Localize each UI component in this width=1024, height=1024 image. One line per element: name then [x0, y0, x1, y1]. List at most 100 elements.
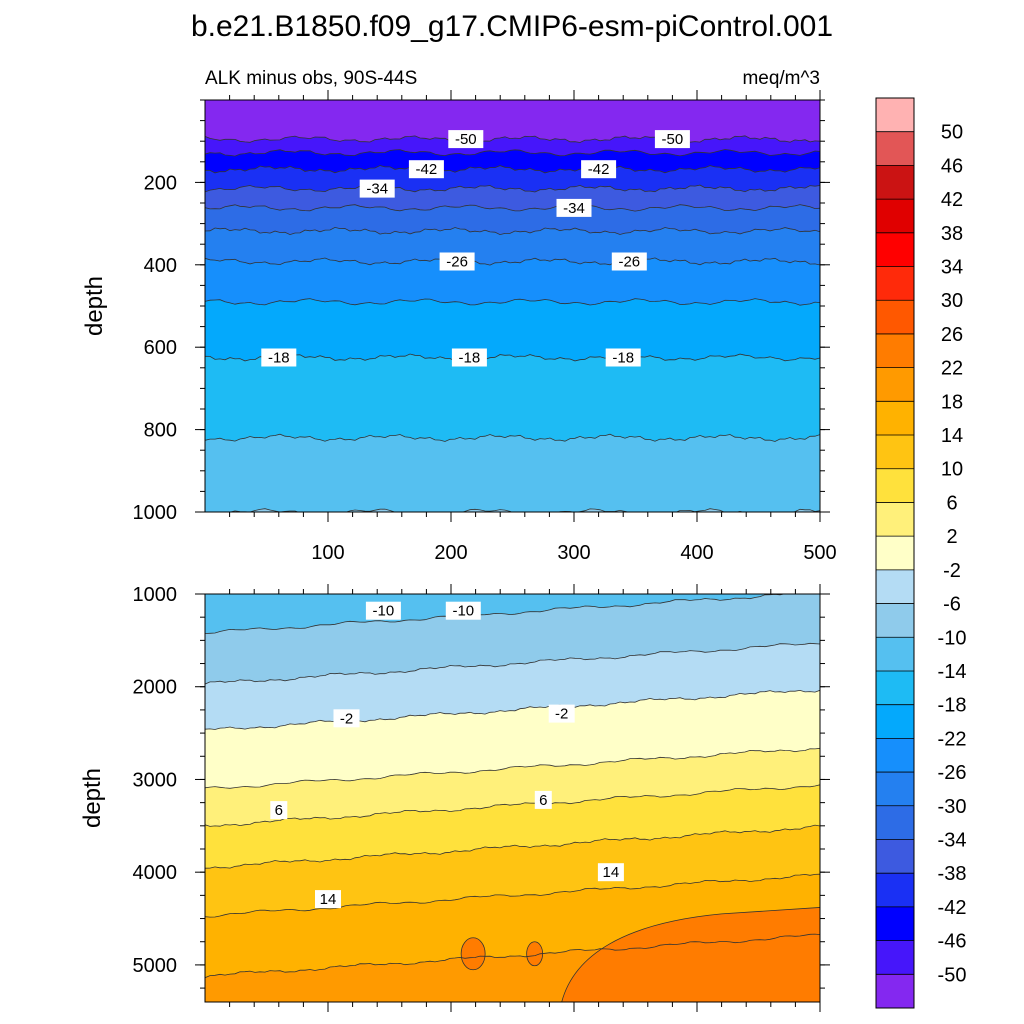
upper-panel: -50 -50 -42 -42 -34 -34 -26 -26 -18 -18 -18 200 400… [81, 90, 837, 564]
contour-line [205, 353, 820, 362]
contour-line [205, 149, 820, 157]
contour-label: -42 [408, 160, 444, 179]
upper-axis-ticks: 200 400 600 800 1000 100 200 300 400 500 [133, 90, 837, 564]
contour-label-text: -18 [459, 350, 481, 367]
lower-contour-labels: -10 -10 -2 -2 6 6 14 14 [270, 601, 624, 909]
contour-label-text: -26 [618, 254, 640, 271]
contour-label-text: -42 [588, 161, 610, 178]
contour-label-box [439, 252, 475, 271]
x-tick-label: 400 [680, 542, 713, 564]
chart-title: b.e21.B1850.f09_g17.CMIP6-esm-piControl.… [191, 10, 833, 43]
contour-label-text: -50 [662, 131, 684, 148]
colorbar-swatch [876, 873, 914, 908]
contour-label: 6 [534, 790, 552, 809]
x-tick-label: 300 [557, 542, 590, 564]
colorbar-label: 30 [941, 290, 963, 312]
y-tick-label: 3000 [133, 769, 178, 791]
contour-line [205, 784, 820, 827]
contour-label: -18 [261, 348, 297, 367]
contour-fill [460, 937, 486, 971]
contour-label-text: 6 [275, 802, 283, 819]
contour-label-box [654, 130, 690, 149]
contour-label-text: -10 [373, 603, 395, 620]
contour-label: -2 [548, 704, 575, 723]
contour-label-text: -42 [416, 161, 438, 178]
contour-label: -26 [611, 252, 647, 271]
colorbar-swatch [876, 367, 914, 402]
contour-label: -50 [654, 130, 690, 149]
contour-label-box [270, 801, 288, 820]
subtitle-left: ALK minus obs, 90S-44S [205, 68, 417, 89]
colorbar-swatch [876, 435, 914, 470]
colorbar-label: -26 [938, 762, 967, 784]
colorbar-label: -2 [943, 560, 961, 582]
contour-label-box [448, 130, 484, 149]
lower-contour-lines [205, 594, 820, 979]
colorbar-label: 46 [941, 155, 963, 177]
contour-label-box [333, 709, 360, 728]
contour-label: -34 [556, 198, 592, 217]
contour-label-box [408, 160, 444, 179]
colorbar-swatch [876, 232, 914, 267]
lower-panel: -10 -10 -2 -2 6 6 14 14 1000 2000 3000 4000 5000 de… [79, 584, 830, 1012]
contour-label: -34 [359, 179, 395, 198]
contour-label-box [605, 348, 641, 367]
contour-label-box [581, 160, 617, 179]
upper-contour-lines [205, 135, 820, 512]
x-tick-label: 200 [434, 542, 467, 564]
contour-label-box [451, 348, 487, 367]
colorbar-swatch [876, 536, 914, 571]
colorbar-label: -10 [938, 627, 967, 649]
contour-label: -26 [439, 252, 475, 271]
lower-y-axis-label: depth [79, 768, 106, 828]
contour-line [205, 594, 786, 634]
contour-line [229, 508, 820, 512]
contour-line [205, 184, 820, 193]
contour-line [205, 933, 820, 979]
contour-label-box [556, 198, 592, 217]
colorbar-label: 6 [946, 492, 957, 514]
contour-line [205, 433, 820, 442]
colorbar-label: 26 [941, 324, 963, 346]
colorbar-label: -38 [938, 863, 967, 885]
lower-contour-fills [205, 594, 820, 1002]
contour-label-text: -18 [612, 350, 634, 367]
colorbar-label: 42 [941, 189, 963, 211]
colorbar-swatch [876, 603, 914, 638]
colorbar-swatch [876, 670, 914, 706]
y-tick-label: 600 [144, 337, 177, 359]
contour-label: -18 [605, 348, 641, 367]
colorbar-swatch [876, 704, 914, 739]
contour-label: 6 [270, 801, 288, 820]
colorbar: 50 46 42 38 34 30 26 22 18 14 10 6 2 -2 -6 -10 -14 -18 -22… [875, 97, 967, 1009]
contour-label-text: 14 [320, 891, 337, 908]
contour-label: -50 [448, 130, 484, 149]
contour-line [205, 257, 820, 266]
contour-label: -10 [445, 601, 481, 620]
contour-fill [205, 434, 820, 512]
colorbar-label: -18 [938, 695, 967, 717]
y-tick-label: 200 [144, 172, 177, 194]
contour-line [205, 165, 820, 174]
colorbar-swatch [876, 502, 914, 537]
contour-label-box [611, 252, 647, 271]
contour-label-text: -2 [340, 710, 353, 727]
colorbar-swatch [876, 839, 914, 874]
contour-label-text: -26 [446, 254, 468, 271]
colorbar-swatch [876, 333, 914, 369]
contour-label-box [365, 601, 401, 620]
y-tick-label: 5000 [133, 955, 178, 977]
contour-label-text: -34 [563, 200, 585, 217]
contour-label-text: -34 [366, 181, 388, 198]
colorbar-label: 2 [946, 526, 957, 548]
contour-label-box [359, 179, 395, 198]
upper-contour-fills [205, 100, 820, 512]
contour-label-box [445, 601, 481, 620]
contour-line [205, 204, 820, 212]
colorbar-label: 14 [941, 425, 963, 447]
colorbar-label: 22 [941, 358, 963, 380]
colorbar-swatch [876, 738, 914, 773]
lower-axis-ticks: 1000 2000 3000 4000 5000 [133, 584, 830, 1012]
x-tick-label: 500 [803, 542, 836, 564]
colorbar-swatch [876, 401, 914, 436]
